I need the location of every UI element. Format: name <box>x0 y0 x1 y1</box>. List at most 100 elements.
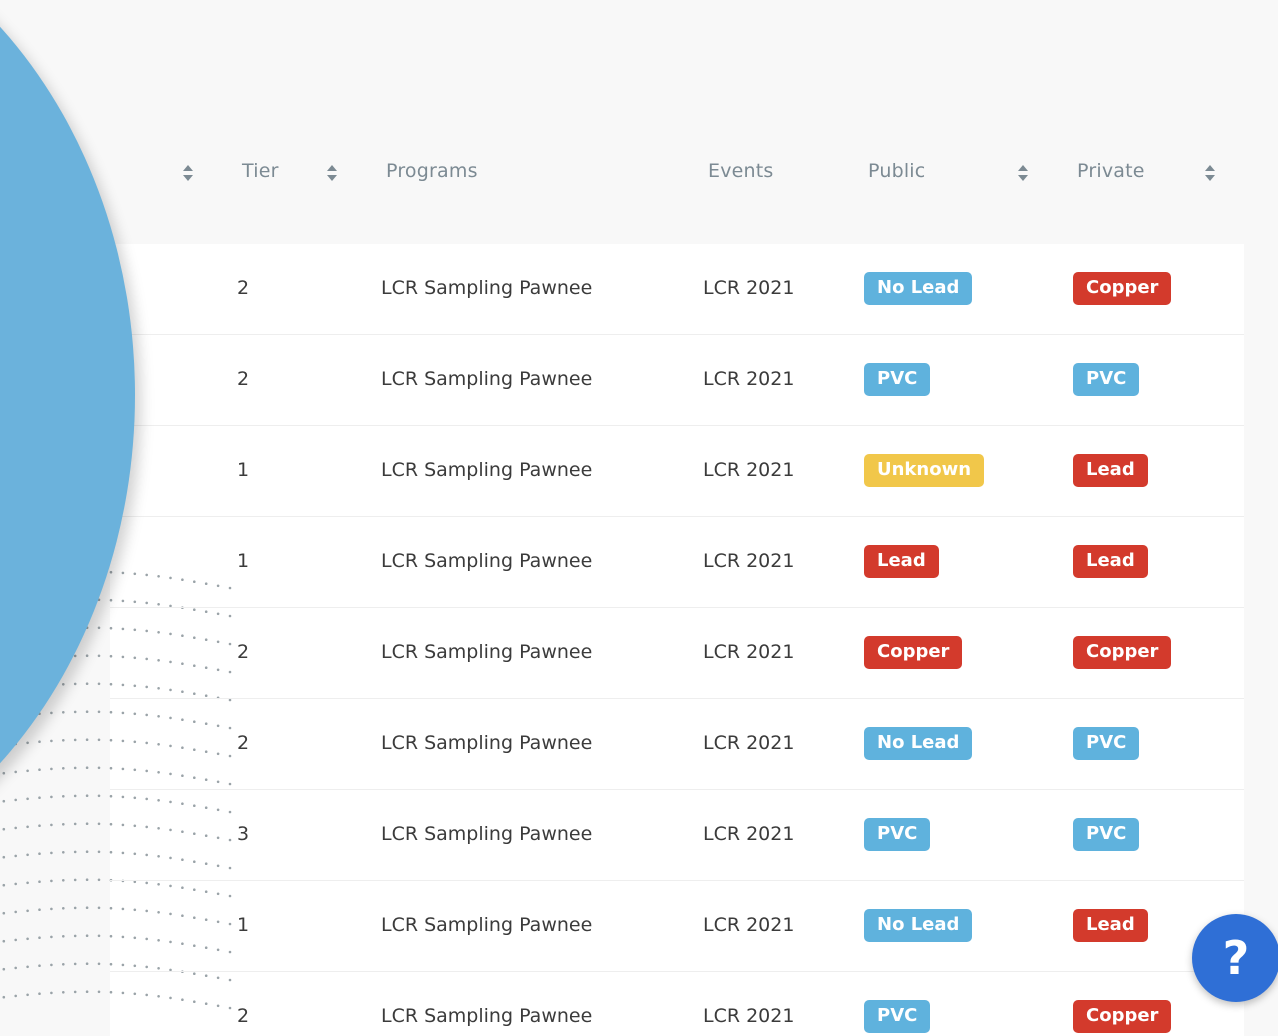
dot <box>133 964 137 968</box>
dot <box>228 614 232 618</box>
dot <box>193 972 196 975</box>
dot <box>204 750 208 753</box>
dot <box>121 823 125 827</box>
dot <box>193 608 196 611</box>
dot <box>85 654 89 657</box>
tier-cell: 2 <box>237 1005 250 1027</box>
dot <box>109 962 113 966</box>
dot <box>204 1002 208 1005</box>
dot <box>2 967 6 971</box>
dot <box>193 944 196 947</box>
event-cell: LCR 2021 <box>703 823 795 845</box>
dot <box>133 600 137 604</box>
table-row[interactable]: 2 LCR Sampling Pawnee LCR 2021 PVC Coppe… <box>0 972 1278 1036</box>
public-status-badge: PVC <box>864 1000 931 1033</box>
dot <box>121 851 125 855</box>
dot <box>228 698 232 702</box>
dot <box>73 822 77 826</box>
dot <box>62 851 65 854</box>
public-status-badge: PVC <box>864 818 931 851</box>
dot <box>193 748 196 751</box>
private-status-badge: Copper <box>1073 272 1172 305</box>
help-button[interactable]: ? <box>1192 914 1278 1002</box>
dot <box>109 654 113 658</box>
dot <box>121 655 125 659</box>
column-header-public[interactable]: Public <box>868 160 926 182</box>
dot <box>73 906 77 910</box>
dot <box>204 610 208 613</box>
dot <box>157 715 160 718</box>
dot <box>109 682 113 686</box>
table-card <box>110 244 1244 1036</box>
dot <box>193 832 196 835</box>
dot <box>26 937 29 941</box>
sort-private-icon[interactable] <box>1204 164 1216 182</box>
table-row[interactable]: 2 LCR Sampling Pawnee LCR 2021 No Lead C… <box>0 244 1278 335</box>
dot <box>109 710 113 714</box>
dot <box>216 780 220 784</box>
sort-icon[interactable] <box>182 164 194 182</box>
dot <box>50 767 53 771</box>
table-header: Tier Programs Events Public Private <box>0 150 1278 194</box>
program-cell: LCR Sampling Pawnee <box>381 277 593 299</box>
dot <box>2 799 6 803</box>
table-row[interactable]: 2 LCR Sampling Pawnee LCR 2021 Copper Co… <box>0 608 1278 699</box>
dot <box>73 934 77 938</box>
program-cell: LCR Sampling Pawnee <box>381 459 593 481</box>
dot <box>73 794 77 798</box>
dot <box>50 991 53 995</box>
table-row[interactable]: 1 LCR Sampling Pawnee LCR 2021 Unknown L… <box>0 426 1278 517</box>
dot <box>133 908 137 912</box>
dot <box>157 911 160 914</box>
dot <box>38 796 41 799</box>
public-status-badge: No Lead <box>864 909 973 942</box>
dot <box>157 631 160 634</box>
dot <box>204 638 208 641</box>
table-row[interactable]: 2 LCR Sampling Pawnee LCR 2021 PVC PVC <box>0 335 1278 426</box>
row-divider <box>110 880 1244 881</box>
program-cell: LCR Sampling Pawnee <box>381 641 593 663</box>
dot <box>26 881 29 885</box>
program-cell: LCR Sampling Pawnee <box>381 914 593 936</box>
event-cell: LCR 2021 <box>703 1005 795 1027</box>
sort-tier-icon[interactable] <box>326 164 338 182</box>
dot <box>38 740 41 743</box>
dot <box>228 838 232 842</box>
dot <box>216 808 220 812</box>
dot <box>181 690 184 693</box>
dot <box>14 994 17 998</box>
public-status-badge: No Lead <box>864 727 973 760</box>
dot <box>97 738 101 742</box>
column-header-private[interactable]: Private <box>1077 160 1145 182</box>
table-row[interactable]: 1 LCR Sampling Pawnee LCR 2021 Lead Lead <box>0 517 1278 608</box>
dot <box>145 741 148 745</box>
tier-cell: 3 <box>237 823 250 845</box>
table-row[interactable]: 2 LCR Sampling Pawnee LCR 2021 No Lead P… <box>0 699 1278 790</box>
dot <box>97 794 101 798</box>
program-cell: LCR Sampling Pawnee <box>381 1005 593 1027</box>
dot <box>121 571 125 575</box>
private-status-badge: PVC <box>1073 363 1140 396</box>
dot <box>157 659 160 662</box>
dot <box>121 767 125 771</box>
dot <box>2 855 6 859</box>
dot <box>169 996 172 1000</box>
table-row[interactable]: 1 LCR Sampling Pawnee LCR 2021 No Lead L… <box>0 881 1278 972</box>
dot <box>193 804 196 807</box>
dot <box>181 942 184 945</box>
dot <box>145 685 148 689</box>
dot <box>181 858 184 861</box>
dot <box>133 712 137 716</box>
dot <box>228 586 232 590</box>
dot <box>50 879 53 883</box>
dot <box>133 572 137 576</box>
sort-public-icon[interactable] <box>1017 164 1029 182</box>
column-header-tier[interactable]: Tier <box>242 160 279 182</box>
dot <box>216 584 220 588</box>
dot <box>85 878 89 881</box>
tier-cell: 1 <box>237 459 250 481</box>
dot <box>133 628 137 632</box>
table-row[interactable]: 3 LCR Sampling Pawnee LCR 2021 PVC PVC <box>0 790 1278 881</box>
dot <box>26 825 29 829</box>
dot <box>85 906 89 909</box>
